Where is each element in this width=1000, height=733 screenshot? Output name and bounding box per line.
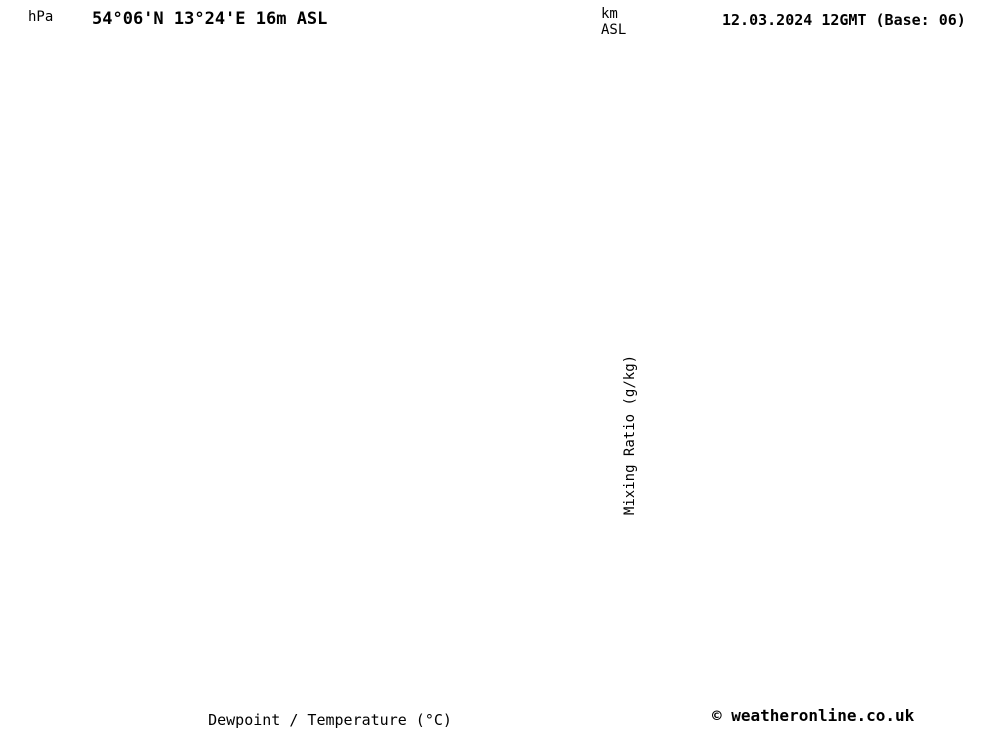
station-title: 54°06'N 13°24'E 16m ASL xyxy=(92,9,328,29)
x-axis-label: Dewpoint / Temperature (°C) xyxy=(208,711,452,729)
pressure-axis-unit-label: hPa xyxy=(28,9,54,25)
altitude-axis-unit-km: km xyxy=(601,6,618,22)
altitude-axis-unit-asl: ASL xyxy=(601,22,627,38)
altitude-axis-unit: km ASL xyxy=(601,6,626,38)
run-datetime-title: 12.03.2024 12GMT (Base: 06) xyxy=(722,11,966,29)
mixing-ratio-axis-label: Mixing Ratio (g/kg) xyxy=(622,354,638,516)
pressure-axis-unit: hPa xyxy=(28,9,53,25)
copyright: © weatheronline.co.uk xyxy=(712,706,915,725)
